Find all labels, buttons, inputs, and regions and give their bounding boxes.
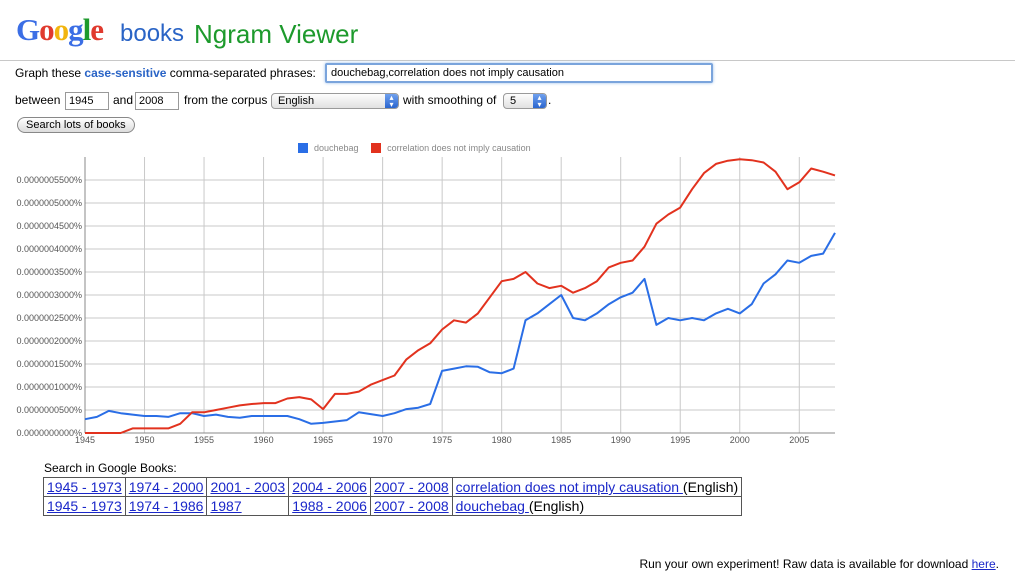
range-link[interactable]: 1974 - 2000 bbox=[128, 479, 204, 495]
legend-label: douchebag bbox=[314, 143, 359, 153]
start-year-input[interactable] bbox=[65, 92, 109, 110]
y-tick-label: 0.0000002500% bbox=[16, 313, 82, 323]
x-tick-label: 1975 bbox=[432, 435, 452, 445]
y-tick-label: 0.0000003500% bbox=[16, 267, 82, 277]
case-sensitive-link[interactable]: case-sensitive bbox=[84, 66, 167, 80]
corpus-label: from the corpus bbox=[184, 93, 268, 107]
logo-books: books bbox=[120, 20, 185, 47]
y-tick-label: 0.0000003000% bbox=[16, 290, 82, 300]
table-cell: 1974 - 1986 bbox=[124, 496, 208, 516]
corpus-select[interactable]: English ▴ ▾ bbox=[271, 93, 399, 109]
table-cell: 2004 - 2006 bbox=[288, 477, 371, 497]
table-cell: 1945 - 1973 bbox=[43, 477, 126, 497]
table-cell: 2001 - 2003 bbox=[206, 477, 290, 497]
range-link[interactable]: 1974 - 1986 bbox=[128, 498, 204, 514]
table-cell: 1945 - 1973 bbox=[43, 496, 126, 516]
x-tick-label: 2000 bbox=[730, 435, 750, 445]
select-arrows-icon: ▴ ▾ bbox=[533, 94, 546, 109]
table-cell: 2007 - 2008 bbox=[369, 496, 453, 516]
legend-label: correlation does not imply causation bbox=[387, 143, 531, 153]
x-tick-label: 2005 bbox=[789, 435, 809, 445]
period: . bbox=[548, 93, 552, 107]
table-row: 1945 - 1973 1974 - 2000 2001 - 2003 2004… bbox=[43, 477, 743, 497]
footer-end: . bbox=[995, 557, 999, 571]
corpus-value: English bbox=[278, 95, 315, 107]
range-link[interactable]: 2004 - 2006 bbox=[292, 479, 367, 495]
phrase-link[interactable]: douchebag bbox=[455, 498, 529, 514]
logo-letter: g bbox=[68, 12, 83, 47]
logo-letter: e bbox=[90, 12, 104, 47]
y-tick-label: 0.0000000500% bbox=[16, 405, 82, 415]
search-button[interactable]: Search lots of books bbox=[17, 117, 135, 133]
x-tick-label: 1995 bbox=[670, 435, 690, 445]
select-arrows-icon: ▴ ▾ bbox=[385, 94, 398, 109]
ngram-chart: 0.0000000000% 0.0000000500% 0.0000001000% 0… bbox=[16, 157, 836, 445]
and-label: and bbox=[113, 93, 134, 107]
x-tick-label: 1945 bbox=[75, 435, 95, 445]
table-cell: douchebag (English) bbox=[451, 496, 743, 516]
logo-letter: l bbox=[82, 12, 92, 47]
smoothing-value: 5 bbox=[510, 95, 517, 107]
series-line bbox=[84, 232, 836, 425]
range-link[interactable]: 2007 - 2008 bbox=[373, 498, 449, 514]
google-logo[interactable]: Google bbox=[16, 12, 104, 48]
end-year-input[interactable] bbox=[135, 92, 179, 110]
range-link[interactable]: 1945 - 1973 bbox=[47, 498, 122, 514]
graph-prefix: Graph these bbox=[15, 66, 82, 80]
x-tick-label: 1950 bbox=[135, 435, 155, 445]
footer: Run your own experiment! Raw data is ava… bbox=[639, 557, 999, 571]
page-title: Ngram Viewer bbox=[194, 19, 359, 49]
x-tick-label: 1985 bbox=[551, 435, 571, 445]
y-tick-label: 0.0000002000% bbox=[16, 336, 82, 346]
x-tick-label: 1965 bbox=[313, 435, 333, 445]
table-cell: 2007 - 2008 bbox=[369, 477, 453, 497]
x-tick-label: 1980 bbox=[492, 435, 512, 445]
results-table: 1945 - 1973 1974 - 2000 2001 - 2003 2004… bbox=[43, 477, 743, 516]
y-tick-label: 0.0000001000% bbox=[16, 382, 82, 392]
y-tick-label: 0.0000005000% bbox=[16, 198, 82, 208]
lang-label: (English) bbox=[682, 479, 739, 495]
footer-text: Run your own experiment! Raw data is ava… bbox=[639, 557, 972, 571]
phrases-input[interactable] bbox=[325, 63, 713, 83]
download-link[interactable]: here bbox=[971, 557, 996, 571]
logo-letter: G bbox=[16, 12, 40, 47]
table-cell: 1974 - 2000 bbox=[124, 477, 208, 497]
x-tick-label: 1970 bbox=[373, 435, 393, 445]
legend-swatch bbox=[298, 143, 308, 153]
y-tick-label: 0.0000001500% bbox=[16, 359, 82, 369]
legend-item: douchebag bbox=[298, 143, 359, 153]
y-tick-label: 0.0000000000% bbox=[16, 428, 82, 438]
y-tick-label: 0.0000004000% bbox=[16, 244, 82, 254]
y-tick-label: 0.0000005500% bbox=[16, 175, 82, 185]
series-line bbox=[85, 158, 836, 434]
table-row: 1945 - 1973 1974 - 1986 1987 1988 - 2006… bbox=[43, 496, 743, 516]
phrase-link[interactable]: correlation does not imply causation bbox=[455, 479, 683, 495]
range-link[interactable]: 1988 - 2006 bbox=[292, 498, 367, 514]
smoothing-select[interactable]: 5 ▴ ▾ bbox=[503, 93, 547, 109]
table-cell: correlation does not imply causation (En… bbox=[451, 477, 743, 497]
graph-suffix: comma-separated phrases: bbox=[169, 66, 316, 80]
legend-swatch bbox=[371, 143, 382, 153]
range-link[interactable]: 2001 - 2003 bbox=[210, 479, 286, 495]
lang-label: (English) bbox=[528, 498, 585, 514]
logo-letter: o bbox=[53, 12, 69, 47]
between-label: between bbox=[15, 93, 61, 107]
range-link[interactable]: 1987 bbox=[210, 498, 242, 514]
x-tick-label: 1955 bbox=[194, 435, 214, 445]
table-cell: 1987 bbox=[206, 496, 290, 516]
results-label: Search in Google Books: bbox=[44, 461, 177, 475]
x-tick-label: 1960 bbox=[254, 435, 274, 445]
smoothing-label: with smoothing of bbox=[403, 93, 497, 107]
legend-item: correlation does not imply causation bbox=[371, 143, 531, 153]
phrases-label: Graph these case-sensitive comma-separat… bbox=[15, 66, 316, 80]
header-divider bbox=[0, 60, 1015, 61]
chart-legend: douchebag correlation does not imply cau… bbox=[298, 143, 541, 153]
range-link[interactable]: 2007 - 2008 bbox=[373, 479, 449, 495]
range-link[interactable]: 1945 - 1973 bbox=[47, 479, 122, 495]
logo-letter: o bbox=[39, 12, 54, 47]
x-tick-label: 1990 bbox=[611, 435, 631, 445]
y-tick-label: 0.0000004500% bbox=[16, 221, 82, 231]
table-cell: 1988 - 2006 bbox=[288, 496, 371, 516]
